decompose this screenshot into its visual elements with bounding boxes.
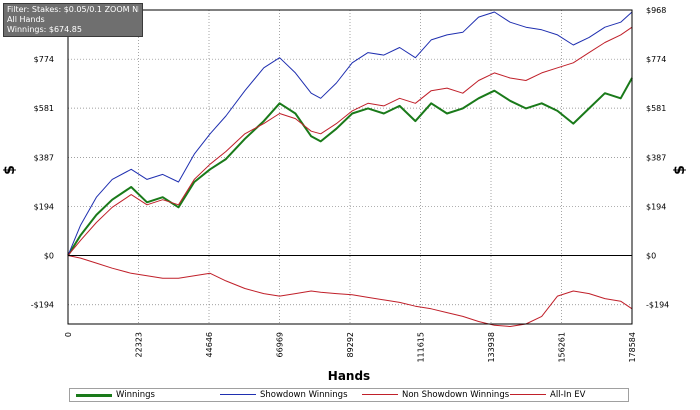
series-all-in-ev: [67, 255, 633, 327]
x-tick-label: 156261: [558, 332, 567, 363]
y-tick-label-left: $774: [34, 55, 54, 64]
y-tick-label-right: $774: [646, 55, 666, 64]
y-tick-label-left: $0: [44, 252, 54, 261]
x-tick-label: 178584: [628, 332, 637, 363]
legend-label-winnings: Winnings: [116, 390, 155, 400]
legend-label-non-showdown: Non Showdown Winnings: [402, 390, 510, 400]
x-tick-label: 0: [64, 332, 73, 337]
axes: [67, 9, 633, 325]
series-showdown-winnings: [67, 11, 633, 256]
series-layer: [67, 11, 633, 327]
series-non-showdown-winnings: [67, 26, 633, 256]
y-tick-label-right: $581: [646, 104, 666, 113]
y-tick-label-right: $194: [646, 202, 666, 211]
tick-labels: -$194 -$194 $0 $0 $194 $194 $387 $387 $581 $581 $7…: [31, 6, 670, 363]
y-axis-title-left: $: [2, 165, 18, 175]
legend-label-showdown: Showdown Winnings: [260, 390, 348, 400]
legend-swatch-showdown: [220, 394, 256, 395]
hands-subset-text: All Hands: [7, 15, 45, 24]
x-tick-label: 133938: [487, 332, 496, 363]
legend: Winnings Showdown Winnings Non Showdown …: [69, 388, 629, 402]
y-tick-label-left: $194: [34, 202, 54, 211]
plot-area-border: [67, 9, 633, 325]
legend-swatch-non-showdown: [362, 394, 398, 395]
x-axis-title: Hands: [328, 369, 370, 383]
legend-swatch-all-in-ev: [510, 394, 546, 395]
filter-text: Filter: Stakes: $0.05/0.1 ZOOM NL: [7, 5, 139, 14]
x-tick-label: 89292: [346, 332, 355, 357]
y-tick-label-left: $581: [34, 104, 54, 113]
filter-info-box: Filter: Stakes: $0.05/0.1 ZOOM NL All Ha…: [3, 3, 143, 37]
y-tick-label-right: $387: [646, 153, 666, 162]
x-tick-label: 44646: [205, 332, 214, 357]
y-tick-label-left: $387: [34, 153, 54, 162]
y-tick-label-right: $0: [646, 252, 656, 261]
legend-label-all-in-ev: All-In EV: [550, 390, 586, 400]
x-tick-label: 22323: [135, 332, 144, 357]
y-tick-label-right: $968: [646, 6, 666, 15]
legend-swatch-winnings: [76, 394, 112, 397]
winnings-text: Winnings: $674.85: [7, 25, 82, 34]
y-tick-label-right: -$194: [646, 301, 669, 310]
y-axis-title-right: $: [672, 165, 688, 175]
x-tick-label: 66969: [276, 332, 285, 357]
y-tick-label-left: -$194: [31, 301, 54, 310]
series-winnings: [67, 77, 633, 257]
x-tick-label: 111615: [417, 332, 426, 363]
